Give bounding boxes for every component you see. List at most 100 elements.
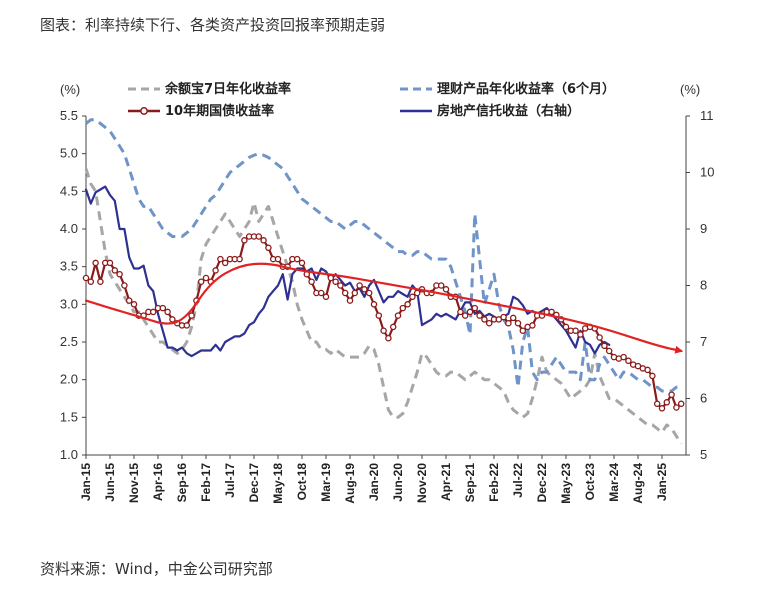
x-tick-label: Jan-20: [367, 463, 381, 501]
x-tick-label: Feb-22: [487, 463, 501, 502]
point-bond10y: [399, 304, 407, 312]
point-bond10y: [351, 289, 359, 297]
point-bond10y: [514, 319, 522, 327]
point-bond10y: [361, 286, 368, 293]
point-bond10y: [461, 312, 469, 319]
right-axis-unit: (%): [680, 82, 700, 97]
point-bond10y: [293, 255, 301, 263]
point-bond10y: [236, 255, 243, 263]
x-tick-label: Jul-22: [511, 463, 525, 498]
point-bond10y: [471, 304, 479, 312]
point-bond10y: [346, 297, 354, 304]
right-tick-label: 9: [700, 221, 707, 236]
point-bond10y: [668, 391, 675, 398]
point-bond10y: [673, 404, 680, 411]
point-bond10y: [649, 372, 656, 380]
point-bond10y: [562, 323, 570, 331]
x-tick-label: May-23: [559, 463, 573, 504]
legend-label-bond10y: 10年期国债收益率: [165, 103, 274, 119]
point-bond10y: [97, 278, 104, 285]
legend-label-yuebao: 余额宝7日年化收益率: [164, 81, 291, 97]
x-tick-label: Sep-21: [463, 463, 477, 503]
point-bond10y: [370, 301, 378, 308]
right-tick-label: 11: [700, 108, 714, 123]
point-bond10y: [485, 319, 493, 327]
point-bond10y: [106, 259, 114, 267]
point-bond10y: [394, 312, 402, 319]
legend-marker-bond10y: [140, 107, 148, 115]
point-bond10y: [260, 237, 267, 244]
point-bond10y: [332, 278, 339, 285]
right-axis-ticks: 5 6 7 8 9 10 11: [686, 108, 714, 462]
x-tick-label: Dec-22: [535, 463, 549, 503]
x-tick-label: Apr-16: [151, 463, 165, 501]
point-bond10y: [663, 399, 671, 406]
x-tick-label: Nov-20: [415, 463, 429, 503]
point-bond10y: [548, 308, 555, 316]
x-tick-label: Oct-18: [295, 463, 309, 501]
point-bond10y: [337, 282, 344, 289]
point-bond10y: [121, 282, 128, 289]
chart-title: 图表：利率持续下行、各类资产投资回报率预期走弱: [40, 16, 386, 34]
left-tick-label: 5.5: [60, 108, 78, 123]
right-tick-label: 7: [700, 334, 707, 349]
point-bond10y: [375, 312, 383, 319]
point-bond10y: [677, 400, 685, 408]
series-line-yuebao: [84, 168, 683, 445]
x-tick-label: Jul-17: [223, 463, 237, 498]
point-bond10y: [149, 308, 157, 316]
point-bond10y: [481, 316, 488, 323]
point-bond10y: [125, 297, 133, 304]
point-bond10y: [658, 405, 666, 412]
point-bond10y: [82, 274, 90, 282]
point-bond10y: [202, 274, 210, 282]
point-bond10y: [500, 313, 507, 321]
point-bond10y: [341, 289, 349, 297]
x-tick-label: Jan-25: [655, 463, 669, 501]
x-tick-label: Jan-15: [79, 463, 93, 501]
point-bond10y: [322, 293, 330, 301]
point-bond10y: [620, 353, 627, 361]
point-bond10y: [183, 322, 191, 329]
point-bond10y: [92, 259, 99, 267]
point-bond10y: [457, 308, 464, 316]
series-line-trend: [84, 262, 684, 354]
axes-group: (%) (%): [60, 82, 700, 456]
point-bond10y: [159, 304, 167, 312]
series-layer: [82, 118, 685, 445]
x-axis-ticks: Jan-15 Jun-15 Nov-15 Apr-16 Sep-16 Feb-17 Jul-…: [79, 455, 669, 504]
x-tick-label: May-18: [271, 463, 285, 504]
point-bond10y: [265, 244, 272, 252]
point-bond10y: [404, 301, 411, 308]
point-bond10y: [212, 267, 219, 274]
point-bond10y: [130, 301, 138, 308]
x-tick-label: Aug-19: [343, 463, 357, 504]
point-bond10y: [365, 289, 373, 297]
point-bond10y: [197, 278, 205, 285]
left-tick-label: 5.0: [60, 146, 78, 161]
left-tick-label: 4.5: [60, 183, 78, 198]
source-note: 资料来源：Wind，中金公司研究部: [40, 560, 273, 578]
left-axis-unit: (%): [60, 82, 80, 97]
left-tick-label: 3.0: [60, 296, 78, 311]
series-line-wealth: [85, 118, 682, 393]
point-bond10y: [476, 312, 483, 319]
left-tick-label: 2.0: [60, 372, 78, 387]
point-bond10y: [217, 255, 224, 263]
left-tick-label: 3.5: [60, 259, 78, 274]
point-bond10y: [653, 400, 661, 408]
point-bond10y: [577, 331, 584, 338]
right-tick-label: 5: [700, 447, 707, 462]
right-tick-label: 6: [700, 391, 707, 406]
right-tick-label: 8: [700, 278, 707, 293]
point-bond10y: [572, 327, 579, 334]
x-tick-label: Jun-20: [391, 463, 405, 502]
point-bond10y: [625, 357, 632, 365]
x-tick-label: Feb-17: [199, 463, 213, 502]
x-tick-label: Aug-24: [631, 463, 645, 504]
point-bond10y: [409, 293, 416, 301]
legend-label-wealth: 理财产品年化收益率（6个月）: [437, 81, 615, 97]
point-bond10y: [308, 278, 315, 285]
point-bond10y: [644, 366, 651, 374]
